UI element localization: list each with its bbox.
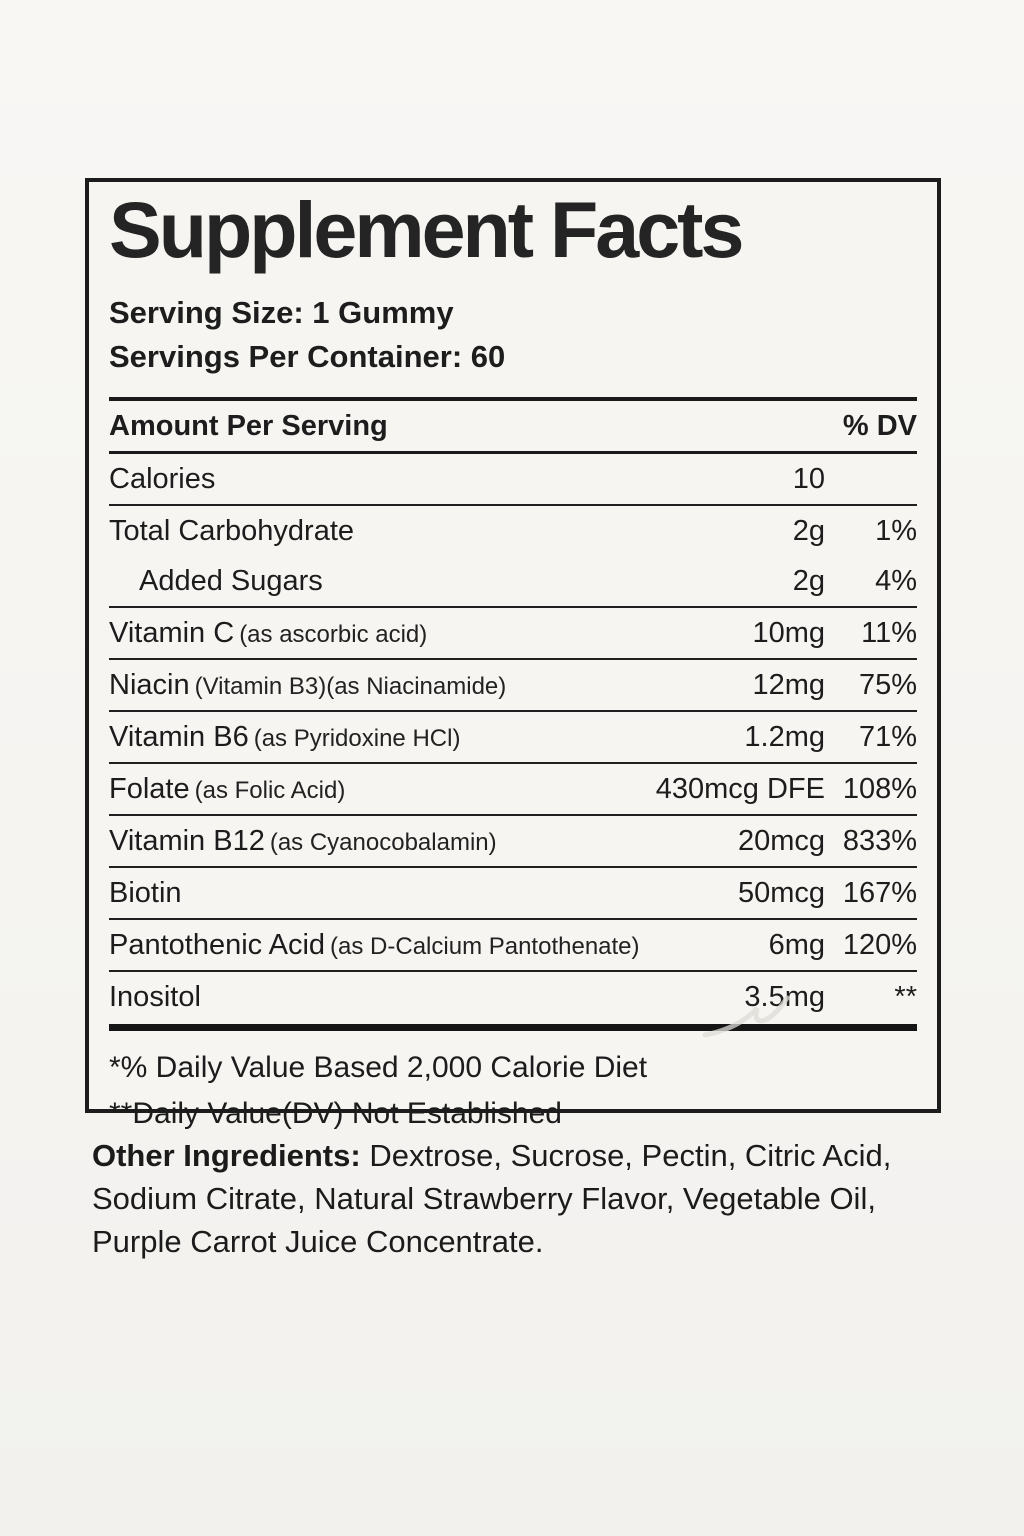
nutrient-name: Folate bbox=[109, 773, 190, 806]
nutrient-source: (as Cyanocobalamin) bbox=[269, 829, 497, 857]
table-row-calories: Calories 10 bbox=[109, 454, 917, 507]
nutrient-dv: 75% bbox=[858, 669, 917, 702]
nutrient-amount: 2g bbox=[792, 565, 825, 598]
table-row-vitamin-b6: Vitamin B6 (as Pyridoxine HCl) 1.2mg 71% bbox=[109, 712, 917, 765]
nutrient-name: Inositol bbox=[109, 981, 201, 1014]
nutrient-amount: 2g bbox=[792, 515, 825, 548]
nutrient-source: (as D-Calcium Pantothenate) bbox=[330, 933, 640, 961]
servings-per-container: Servings Per Container: 60 bbox=[109, 339, 506, 375]
table-header-row: Amount Per Serving % DV bbox=[109, 401, 917, 455]
nutrient-name: Biotin bbox=[109, 877, 182, 910]
nutrient-source: (Vitamin B3)(as Niacinamide) bbox=[194, 673, 507, 701]
table-row-vitamin-c: Vitamin C (as ascorbic acid) 10mg 11% bbox=[109, 608, 917, 661]
table-row-inositol: Inositol 3.5mg ** bbox=[109, 972, 917, 1022]
nutrient-name: Niacin bbox=[109, 669, 190, 702]
nutrient-name: Pantothenic Acid bbox=[109, 929, 326, 962]
header-amount-per-serving: Amount Per Serving bbox=[109, 410, 388, 443]
nutrient-name: Total Carbohydrate bbox=[109, 515, 355, 548]
nutrient-amount: 10mg bbox=[752, 617, 825, 650]
nutrient-dv: 167% bbox=[842, 877, 917, 910]
serving-size: Serving Size: 1 Gummy bbox=[109, 295, 454, 330]
nutrient-source: (as Folic Acid) bbox=[194, 777, 346, 805]
nutrient-dv: 11% bbox=[861, 617, 917, 650]
nutrient-amount: 1.2mg bbox=[744, 721, 825, 754]
supplement-facts-panel: Supplement Facts Serving Size: 1 Gummy S… bbox=[85, 178, 941, 1130]
table-row-folate: Folate (as Folic Acid) 430mcg DFE 108% bbox=[109, 764, 917, 817]
nutrient-dv: 4% bbox=[875, 565, 917, 598]
panel-title: Supplement Facts bbox=[109, 185, 744, 274]
divider-heavy-bottom bbox=[109, 1024, 917, 1032]
footnote-daily-value: *% Daily Value Based 2,000 Calorie Diet bbox=[109, 1051, 648, 1085]
nutrient-dv: 1% bbox=[875, 515, 917, 548]
nutrient-dv: 71% bbox=[858, 721, 917, 754]
other-ingredients-text: Dextrose, Sucrose, Pectin, Citric Acid, … bbox=[92, 1138, 892, 1260]
nutrient-amount: 430mcg DFE bbox=[655, 773, 825, 806]
divider-thick-top bbox=[109, 397, 917, 402]
table-row-niacin: Niacin (Vitamin B3)(as Niacinamide) 12mg … bbox=[109, 660, 917, 713]
nutrient-dv: 833% bbox=[842, 825, 917, 858]
nutrient-name: Added Sugars bbox=[139, 565, 323, 598]
table-row-total-carbohydrate: Total Carbohydrate 2g 1% bbox=[109, 506, 917, 556]
nutrient-dv: ** bbox=[894, 981, 917, 1014]
nutrient-name: Vitamin C bbox=[109, 617, 235, 650]
other-ingredients-paragraph: Other Ingredients: Dextrose, Sucrose, Pe… bbox=[92, 1134, 974, 1263]
nutrient-name: Calories bbox=[109, 463, 216, 496]
table-row-pantothenic-acid: Pantothenic Acid (as D-Calcium Pantothena… bbox=[109, 920, 917, 973]
nutrient-amount: 20mcg bbox=[737, 825, 825, 858]
nutrient-dv: 108% bbox=[842, 773, 917, 806]
nutrient-amount: 3.5mg bbox=[744, 981, 825, 1014]
header-percent-dv: % DV bbox=[842, 410, 917, 443]
footnote-dv-not-established: **Daily Value(DV) Not Established bbox=[109, 1096, 562, 1130]
footnotes: *% Daily Value Based 2,000 Calorie Diet … bbox=[109, 1045, 917, 1136]
serving-info: Serving Size: 1 Gummy Servings Per Conta… bbox=[109, 291, 917, 379]
nutrient-name: Vitamin B12 bbox=[109, 825, 265, 858]
nutrient-source: (as Pyridoxine HCl) bbox=[253, 725, 461, 753]
nutrient-amount: 12mg bbox=[752, 669, 825, 702]
table-row-biotin: Biotin 50mcg 167% bbox=[109, 868, 917, 921]
table-row-added-sugars: Added Sugars 2g 4% bbox=[109, 556, 917, 609]
nutrient-source: (as ascorbic acid) bbox=[239, 621, 428, 649]
nutrient-dv: 120% bbox=[842, 929, 917, 962]
nutrient-name: Vitamin B6 bbox=[109, 721, 249, 754]
other-ingredients-label: Other Ingredients: bbox=[92, 1138, 361, 1173]
table-row-vitamin-b12: Vitamin B12 (as Cyanocobalamin) 20mcg 833… bbox=[109, 816, 917, 869]
nutrient-amount: 10 bbox=[792, 463, 825, 496]
nutrient-amount: 6mg bbox=[768, 929, 825, 962]
nutrient-amount: 50mcg bbox=[737, 877, 825, 910]
